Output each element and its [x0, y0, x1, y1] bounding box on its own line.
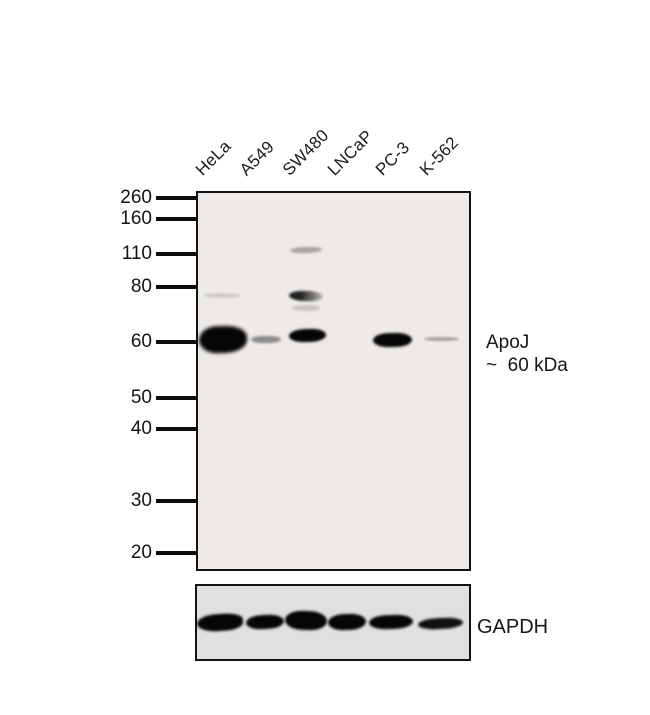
band-gapdh-k562	[417, 616, 464, 631]
band-sw480-62	[288, 328, 327, 343]
target-annotation: ApoJ ~ 60 kDa	[486, 331, 568, 377]
target-size: ~ 60 kDa	[486, 355, 568, 376]
ladder-tick-110	[156, 252, 196, 256]
ladder-label-20: 20	[130, 542, 152, 563]
ladder-label-40: 40	[130, 418, 152, 439]
ladder-tick-30	[156, 499, 196, 503]
ladder-tick-50	[156, 396, 196, 400]
ladder-label-50: 50	[130, 387, 152, 408]
band-sw480-73-faint	[292, 305, 320, 311]
band-sw480-112	[289, 246, 323, 254]
band-hela-78-faint	[204, 293, 240, 298]
ladder-label-110: 110	[121, 243, 152, 264]
ladder-tick-80	[156, 285, 196, 289]
ladder-tick-20	[156, 551, 196, 555]
main-blot-panel	[196, 191, 471, 571]
ladder-tick-260	[156, 196, 196, 200]
lane-label-A549: A549	[235, 137, 278, 180]
lane-label-LNCaP: LNCaP	[323, 126, 377, 180]
band-gapdh-sw480	[284, 610, 328, 631]
ladder-tick-40	[156, 427, 196, 431]
loading-control-label: GAPDH	[477, 616, 549, 638]
band-gapdh-hela	[196, 612, 244, 633]
band-hela-60-strong	[198, 325, 248, 354]
ladder-label-160: 160	[120, 208, 152, 229]
ladder-label-30: 30	[130, 490, 152, 511]
ladder-tick-60	[156, 340, 196, 344]
lane-label-SW480: SW480	[278, 125, 333, 180]
lane-label-PC-3: PC-3	[371, 137, 414, 180]
band-pc3-60	[372, 332, 413, 348]
band-gapdh-a549	[245, 614, 285, 630]
lane-label-HeLa: HeLa	[191, 136, 235, 180]
ladder-tick-160	[156, 217, 196, 221]
band-gapdh-pc3	[368, 614, 414, 630]
band-k562-60-weak	[424, 337, 459, 341]
band-a549-60-weak	[251, 336, 281, 343]
band-sw480-78	[288, 290, 324, 302]
band-gapdh-lncap	[327, 613, 367, 631]
lane-label-K-562: K-562	[415, 133, 463, 180]
target-name: ApoJ	[486, 332, 530, 353]
loading-control-panel	[195, 584, 471, 661]
ladder-label-60: 60	[130, 331, 152, 352]
ladder-label-260: 260	[120, 187, 152, 208]
ladder-label-80: 80	[130, 276, 152, 297]
